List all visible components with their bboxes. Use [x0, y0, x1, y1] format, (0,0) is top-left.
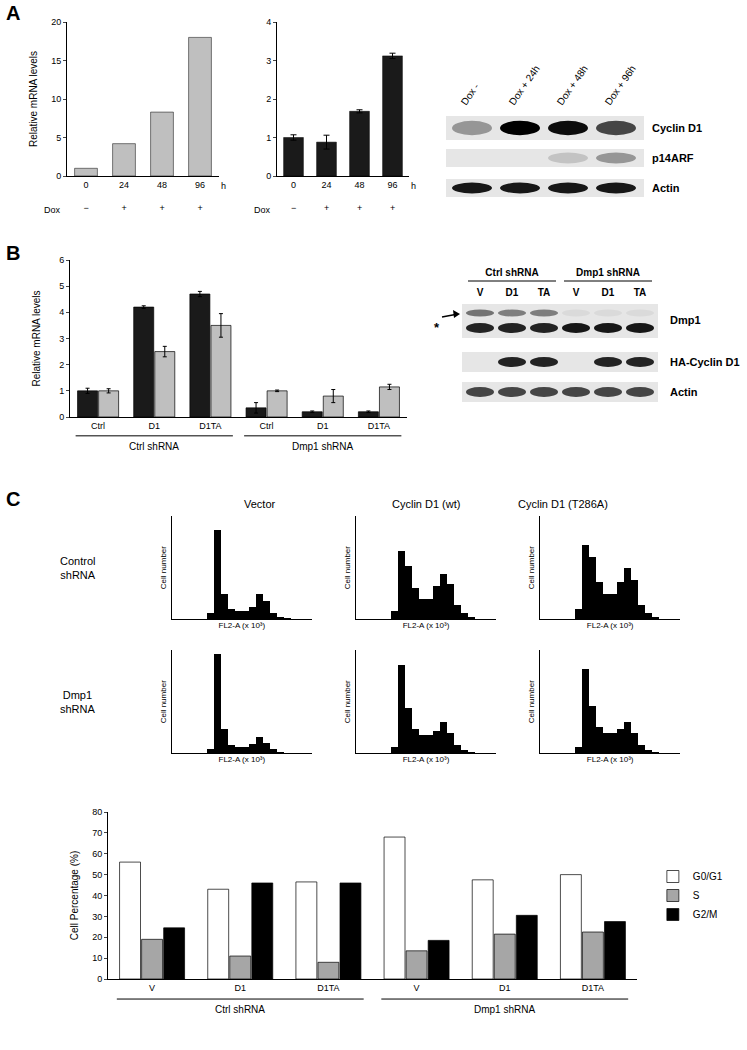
- svg-text:FL2-A (x 10³): FL2-A (x 10³): [403, 755, 450, 764]
- svg-text:0: 0: [266, 171, 271, 181]
- svg-text:Relative mRNA levels: Relative mRNA levels: [31, 290, 42, 386]
- svg-text:FL2-A (x 10³): FL2-A (x 10³): [219, 621, 266, 630]
- svg-text:48+: 48+: [157, 180, 167, 213]
- svg-text:Cell number: Cell number: [527, 680, 536, 723]
- svg-text:Dox + 24h: Dox + 24h: [507, 63, 542, 107]
- svg-text:5: 5: [56, 133, 61, 143]
- svg-text:50: 50: [92, 870, 102, 880]
- svg-text:ControlshRNA: ControlshRNA: [60, 555, 96, 581]
- svg-text:40: 40: [92, 891, 102, 901]
- svg-text:h: h: [411, 181, 416, 191]
- svg-text:3: 3: [266, 56, 271, 66]
- svg-text:Cyclin D1 (wt): Cyclin D1 (wt): [392, 498, 460, 510]
- html-text:A: A: [6, 2, 21, 24]
- html-text:B: B: [6, 242, 21, 264]
- svg-text:S: S: [693, 890, 700, 901]
- svg-text:Ctrl shRNA: Ctrl shRNA: [485, 267, 538, 278]
- svg-text:TA: TA: [538, 287, 551, 298]
- svg-text:2: 2: [266, 94, 271, 104]
- svg-text:D1TA: D1TA: [582, 983, 604, 993]
- svg-text:D1TA: D1TA: [368, 421, 390, 431]
- svg-text:D1: D1: [499, 983, 511, 993]
- svg-text:1: 1: [59, 386, 64, 396]
- svg-text:TA: TA: [634, 287, 647, 298]
- svg-text:20: 20: [51, 17, 61, 27]
- svg-text:3: 3: [59, 334, 64, 344]
- svg-text:Ctrl shRNA: Ctrl shRNA: [215, 1004, 265, 1015]
- svg-text:15: 15: [51, 56, 61, 66]
- svg-text:0: 0: [97, 974, 102, 984]
- svg-text:Ctrl: Ctrl: [260, 421, 274, 431]
- svg-text:p14ARF: p14ARF: [652, 152, 694, 164]
- svg-text:Dmp1 shRNA: Dmp1 shRNA: [292, 441, 353, 452]
- svg-text:*: *: [434, 320, 440, 335]
- svg-text:D1: D1: [506, 287, 519, 298]
- svg-text:D1TA: D1TA: [317, 983, 339, 993]
- svg-text:6: 6: [59, 255, 64, 265]
- svg-text:70: 70: [92, 828, 102, 838]
- svg-text:2: 2: [59, 360, 64, 370]
- svg-text:Dox + 96h: Dox + 96h: [603, 63, 638, 107]
- svg-text:Cell Percentage (%): Cell Percentage (%): [69, 851, 80, 940]
- svg-text:24+: 24+: [321, 180, 331, 213]
- svg-text:G2/M: G2/M: [693, 909, 717, 920]
- svg-text:HA-Cyclin D1: HA-Cyclin D1: [670, 356, 740, 368]
- svg-text:V: V: [573, 287, 580, 298]
- svg-text:V: V: [477, 287, 484, 298]
- svg-text:96+: 96+: [387, 180, 397, 213]
- svg-text:10: 10: [51, 94, 61, 104]
- svg-text:V: V: [149, 983, 155, 993]
- svg-text:FL2-A (x 10³): FL2-A (x 10³): [403, 621, 450, 630]
- svg-text:G0/G1: G0/G1: [693, 871, 723, 882]
- svg-text:FL2-A (x 10³): FL2-A (x 10³): [587, 621, 634, 630]
- svg-text:5: 5: [59, 281, 64, 291]
- svg-text:1: 1: [266, 133, 271, 143]
- svg-text:48+: 48+: [354, 180, 364, 213]
- svg-text:4: 4: [266, 17, 271, 27]
- svg-text:Cyclin D1: Cyclin D1: [652, 122, 702, 134]
- svg-text:h: h: [221, 181, 226, 191]
- svg-text:20: 20: [92, 932, 102, 942]
- svg-text:Dox + 48h: Dox + 48h: [555, 63, 590, 107]
- svg-text:Cell number: Cell number: [159, 546, 168, 589]
- svg-text:Ctrl shRNA: Ctrl shRNA: [129, 441, 179, 452]
- svg-text:Dox: Dox: [254, 205, 271, 215]
- svg-text:Dmp1 shRNA: Dmp1 shRNA: [576, 267, 640, 278]
- svg-text:24+: 24+: [119, 180, 129, 213]
- svg-text:D1: D1: [148, 421, 160, 431]
- svg-text:Ctrl: Ctrl: [91, 421, 105, 431]
- svg-text:Cell number: Cell number: [527, 546, 536, 589]
- svg-text:Relative mRNA levels: Relative mRNA levels: [28, 51, 39, 147]
- svg-text:96+: 96+: [195, 180, 205, 213]
- svg-text:Cell number: Cell number: [343, 546, 352, 589]
- svg-text:30: 30: [92, 912, 102, 922]
- svg-text:0: 0: [56, 171, 61, 181]
- svg-text:Cyclin D1 (T286A): Cyclin D1 (T286A): [518, 498, 608, 510]
- svg-text:Dox: Dox: [44, 205, 61, 215]
- html-text:C: C: [6, 488, 21, 510]
- svg-text:V: V: [414, 983, 420, 993]
- svg-text:4: 4: [59, 307, 64, 317]
- svg-text:D1: D1: [234, 983, 246, 993]
- svg-text:D1: D1: [317, 421, 329, 431]
- svg-text:Actin: Actin: [670, 386, 698, 398]
- svg-text:Cell number: Cell number: [343, 680, 352, 723]
- svg-text:60: 60: [92, 849, 102, 859]
- svg-text:10: 10: [92, 953, 102, 963]
- svg-text:0: 0: [59, 412, 64, 422]
- svg-text:D1: D1: [602, 287, 615, 298]
- svg-text:FL2-A (x 10³): FL2-A (x 10³): [219, 755, 266, 764]
- svg-text:80: 80: [92, 807, 102, 817]
- svg-text:Dmp1shRNA: Dmp1shRNA: [60, 689, 96, 715]
- svg-text:Actin: Actin: [652, 182, 680, 194]
- svg-text:Vector: Vector: [244, 498, 276, 510]
- svg-text:Dmp1 shRNA: Dmp1 shRNA: [474, 1004, 535, 1015]
- svg-text:0−: 0−: [291, 180, 296, 213]
- svg-text:FL2-A (x 10³): FL2-A (x 10³): [587, 755, 634, 764]
- svg-text:D1TA: D1TA: [199, 421, 221, 431]
- svg-text:Cell number: Cell number: [159, 680, 168, 723]
- svg-text:Dox -: Dox -: [459, 81, 482, 107]
- svg-text:Dmp1: Dmp1: [670, 314, 701, 326]
- svg-text:0−: 0−: [83, 180, 88, 213]
